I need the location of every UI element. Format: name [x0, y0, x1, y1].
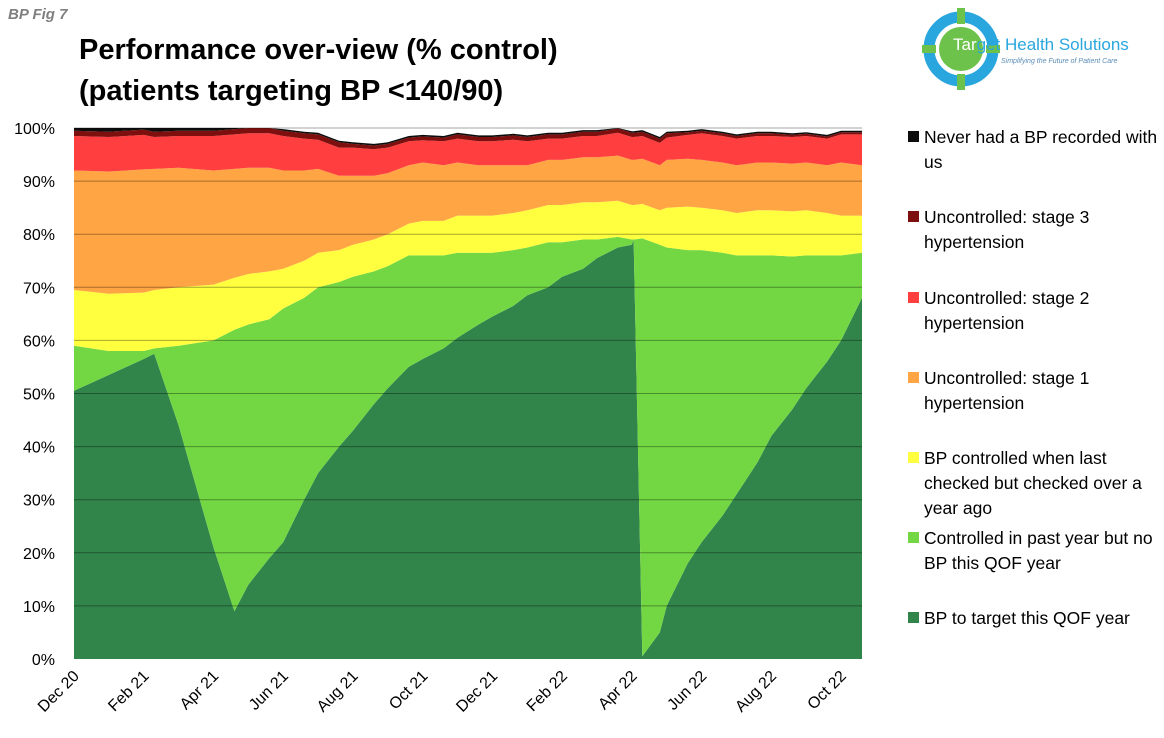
legend-swatch: [908, 532, 919, 543]
y-tick-label: 100%: [14, 121, 55, 138]
legend-swatch: [908, 211, 919, 222]
logo-tagline: Simplifying the Future of Patient Care: [1001, 58, 1118, 65]
legend-label: Uncontrolled: stage 3 hypertension: [924, 207, 1090, 252]
y-tick-label: 50%: [23, 387, 55, 404]
area-series-5: [74, 132, 862, 176]
area-series-2: [74, 236, 862, 657]
area-series-1: [74, 239, 862, 659]
y-tick-label: 90%: [23, 174, 55, 191]
x-tick-label: Jun 22: [664, 668, 710, 714]
chart-title-line-1: Performance over-view (% control): [79, 34, 558, 66]
x-tick-label: Dec 21: [453, 668, 501, 716]
x-tick-label: Oct 21: [386, 668, 431, 713]
x-tick-label: Oct 22: [805, 668, 850, 713]
plot-areas: [74, 128, 862, 659]
x-tick-label: Feb 22: [524, 668, 571, 715]
y-tick-label: 80%: [23, 227, 55, 244]
x-tick-label: Apr 21: [177, 668, 222, 713]
x-tick-label: Aug 22: [732, 668, 780, 716]
legend-label: Uncontrolled: stage 1 hypertension: [924, 368, 1090, 413]
area-series-7: [74, 128, 862, 146]
legend-label: BP to target this QOF year: [924, 608, 1130, 628]
legend-swatch: [908, 372, 919, 383]
legend-label: Controlled in past year but no BP this Q…: [924, 528, 1153, 573]
legend-label: BP controlled when last checked but chec…: [924, 448, 1142, 518]
x-tick-label: Dec 20: [35, 668, 83, 716]
x-axis: Dec 20 Feb 21 Apr 21 Jun 21 Aug 21 Oct 21 Dec …: [35, 668, 850, 716]
y-tick-label: 60%: [23, 333, 55, 350]
legend-swatch: [908, 612, 919, 623]
y-tick-label: 70%: [23, 280, 55, 297]
x-tick-label: Jun 21: [246, 668, 292, 714]
area-series-4: [74, 155, 862, 294]
logo: Target Health Solutions Simplifying the …: [921, 7, 1161, 91]
chart-title-line-2: (patients targeting BP <140/90): [79, 75, 504, 107]
x-tick-label: Feb 21: [105, 668, 152, 715]
area-series-6: [74, 128, 862, 150]
legend-label: Uncontrolled: stage 2 hypertension: [924, 288, 1090, 333]
y-tick-label: 20%: [23, 546, 55, 563]
legend-swatch: [908, 292, 919, 303]
logo-brand-part2: get Health Solutions: [976, 35, 1129, 54]
legend-swatch: [908, 131, 919, 142]
logo-brand-text: Target Health Solutions: [953, 35, 1129, 55]
y-tick-label: 30%: [23, 493, 55, 510]
legend-label: Never had a BP recorded with us: [924, 127, 1158, 172]
figure-label: BP Fig 7: [8, 6, 68, 23]
y-tick-label: 40%: [23, 440, 55, 457]
y-tick-label: 0%: [32, 652, 55, 669]
target-logo-icon: [922, 8, 1000, 90]
gridlines: [74, 127, 862, 607]
x-tick-label: Aug 21: [314, 668, 362, 716]
y-tick-label: 10%: [23, 599, 55, 616]
x-tick-label: Apr 22: [595, 668, 640, 713]
area-series-3: [74, 200, 862, 351]
y-axis: 0% 10% 20% 30% 40% 50% 60% 70% 80% 90% 100%: [14, 121, 55, 669]
logo-brand-part1: Tar: [953, 35, 977, 54]
legend-swatch: [908, 452, 919, 463]
